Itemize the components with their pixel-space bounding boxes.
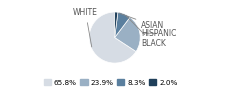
Text: BLACK: BLACK xyxy=(126,16,166,48)
Text: WHITE: WHITE xyxy=(73,8,98,47)
Wedge shape xyxy=(115,12,130,38)
Legend: 65.8%, 23.9%, 8.3%, 2.0%: 65.8%, 23.9%, 8.3%, 2.0% xyxy=(41,76,180,88)
Text: ASIAN: ASIAN xyxy=(119,13,164,30)
Text: HISPANIC: HISPANIC xyxy=(141,29,177,38)
Wedge shape xyxy=(115,17,140,52)
Wedge shape xyxy=(89,12,136,63)
Wedge shape xyxy=(115,12,118,38)
